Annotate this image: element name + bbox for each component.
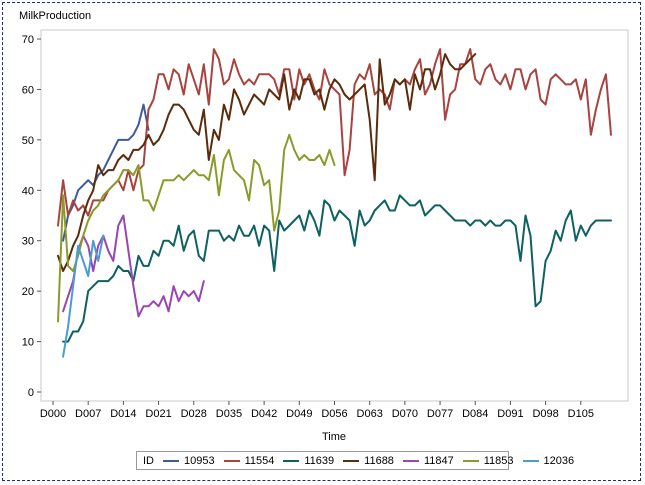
x-tick-label: D028	[181, 408, 207, 420]
legend-label: 11688	[364, 454, 394, 467]
x-axis-title: Time	[322, 431, 346, 443]
legend-item-11853: 11853	[462, 454, 514, 467]
x-tick-label: D077	[427, 408, 453, 420]
legend-label: 12036	[543, 454, 575, 467]
series-line-11688	[57, 53, 477, 272]
legend-swatch	[163, 459, 179, 462]
x-tick-label: D084	[462, 408, 488, 420]
y-tick-label: 60	[22, 84, 34, 96]
legend-item-11554: 11554	[223, 454, 275, 467]
series-line-10953	[62, 103, 150, 242]
x-tick-label: D105	[568, 408, 594, 420]
series-line-11853	[57, 133, 336, 323]
x-tick-label: D000	[40, 408, 66, 420]
legend: ID 10953 11554 11639 11688 11847 11853 12036	[136, 451, 574, 470]
y-tick-label: 0	[28, 387, 34, 399]
legend-title: ID	[143, 454, 154, 467]
chart-title: MilkProduction	[19, 10, 92, 22]
x-tick-label: D098	[532, 408, 558, 420]
legend-item-11688: 11688	[343, 455, 394, 467]
x-tick-label: D070	[392, 408, 418, 420]
series-line-11847	[62, 214, 205, 318]
y-tick-label: 50	[22, 135, 34, 147]
legend-swatch	[402, 459, 419, 462]
legend-label: 11554	[244, 454, 275, 467]
x-tick-label: D035	[216, 408, 242, 420]
plot-area	[40, 29, 629, 402]
x-tick-label: D014	[110, 408, 136, 420]
series-line-12036	[62, 234, 105, 358]
legend-item-12036: 12036	[522, 454, 575, 467]
legend-item-10953: 10953	[163, 455, 215, 467]
x-tick-label: D063	[357, 408, 383, 420]
legend-item-11639: 11639	[283, 455, 334, 467]
series-line-11639	[62, 194, 612, 343]
y-tick-label: 70	[22, 34, 34, 46]
legend-label: 10953	[184, 454, 215, 467]
x-tick-label: D056	[321, 408, 347, 420]
legend-label: 11853	[483, 454, 514, 467]
x-tick-label: D091	[497, 408, 523, 420]
y-tick-label: 10	[22, 337, 34, 349]
legend-label: 11639	[304, 454, 335, 467]
legend-swatch	[522, 459, 539, 462]
legend-swatch	[223, 459, 240, 462]
series-layer	[57, 48, 612, 358]
legend-label: 11847	[423, 454, 454, 467]
legend-swatch	[343, 459, 360, 462]
x-tick-label: D007	[75, 408, 101, 420]
legend-item-11847: 11847	[402, 454, 454, 467]
y-tick-label: 20	[22, 286, 34, 298]
y-tick-label: 40	[22, 185, 34, 197]
x-tick-label: D021	[145, 408, 171, 420]
legend-swatch	[462, 459, 479, 462]
y-tick-label: 30	[22, 236, 34, 248]
x-tick-label: D042	[251, 408, 277, 420]
legend-swatch	[283, 459, 300, 462]
series-line-11554	[57, 48, 612, 227]
y-axis: 0 10 20 30 40 50 60 70	[22, 34, 41, 399]
x-tick-label: D049	[286, 408, 312, 420]
x-axis: D000 D007 D014 D021 D028 D035 D042 D049 D056 D063…	[40, 401, 594, 420]
